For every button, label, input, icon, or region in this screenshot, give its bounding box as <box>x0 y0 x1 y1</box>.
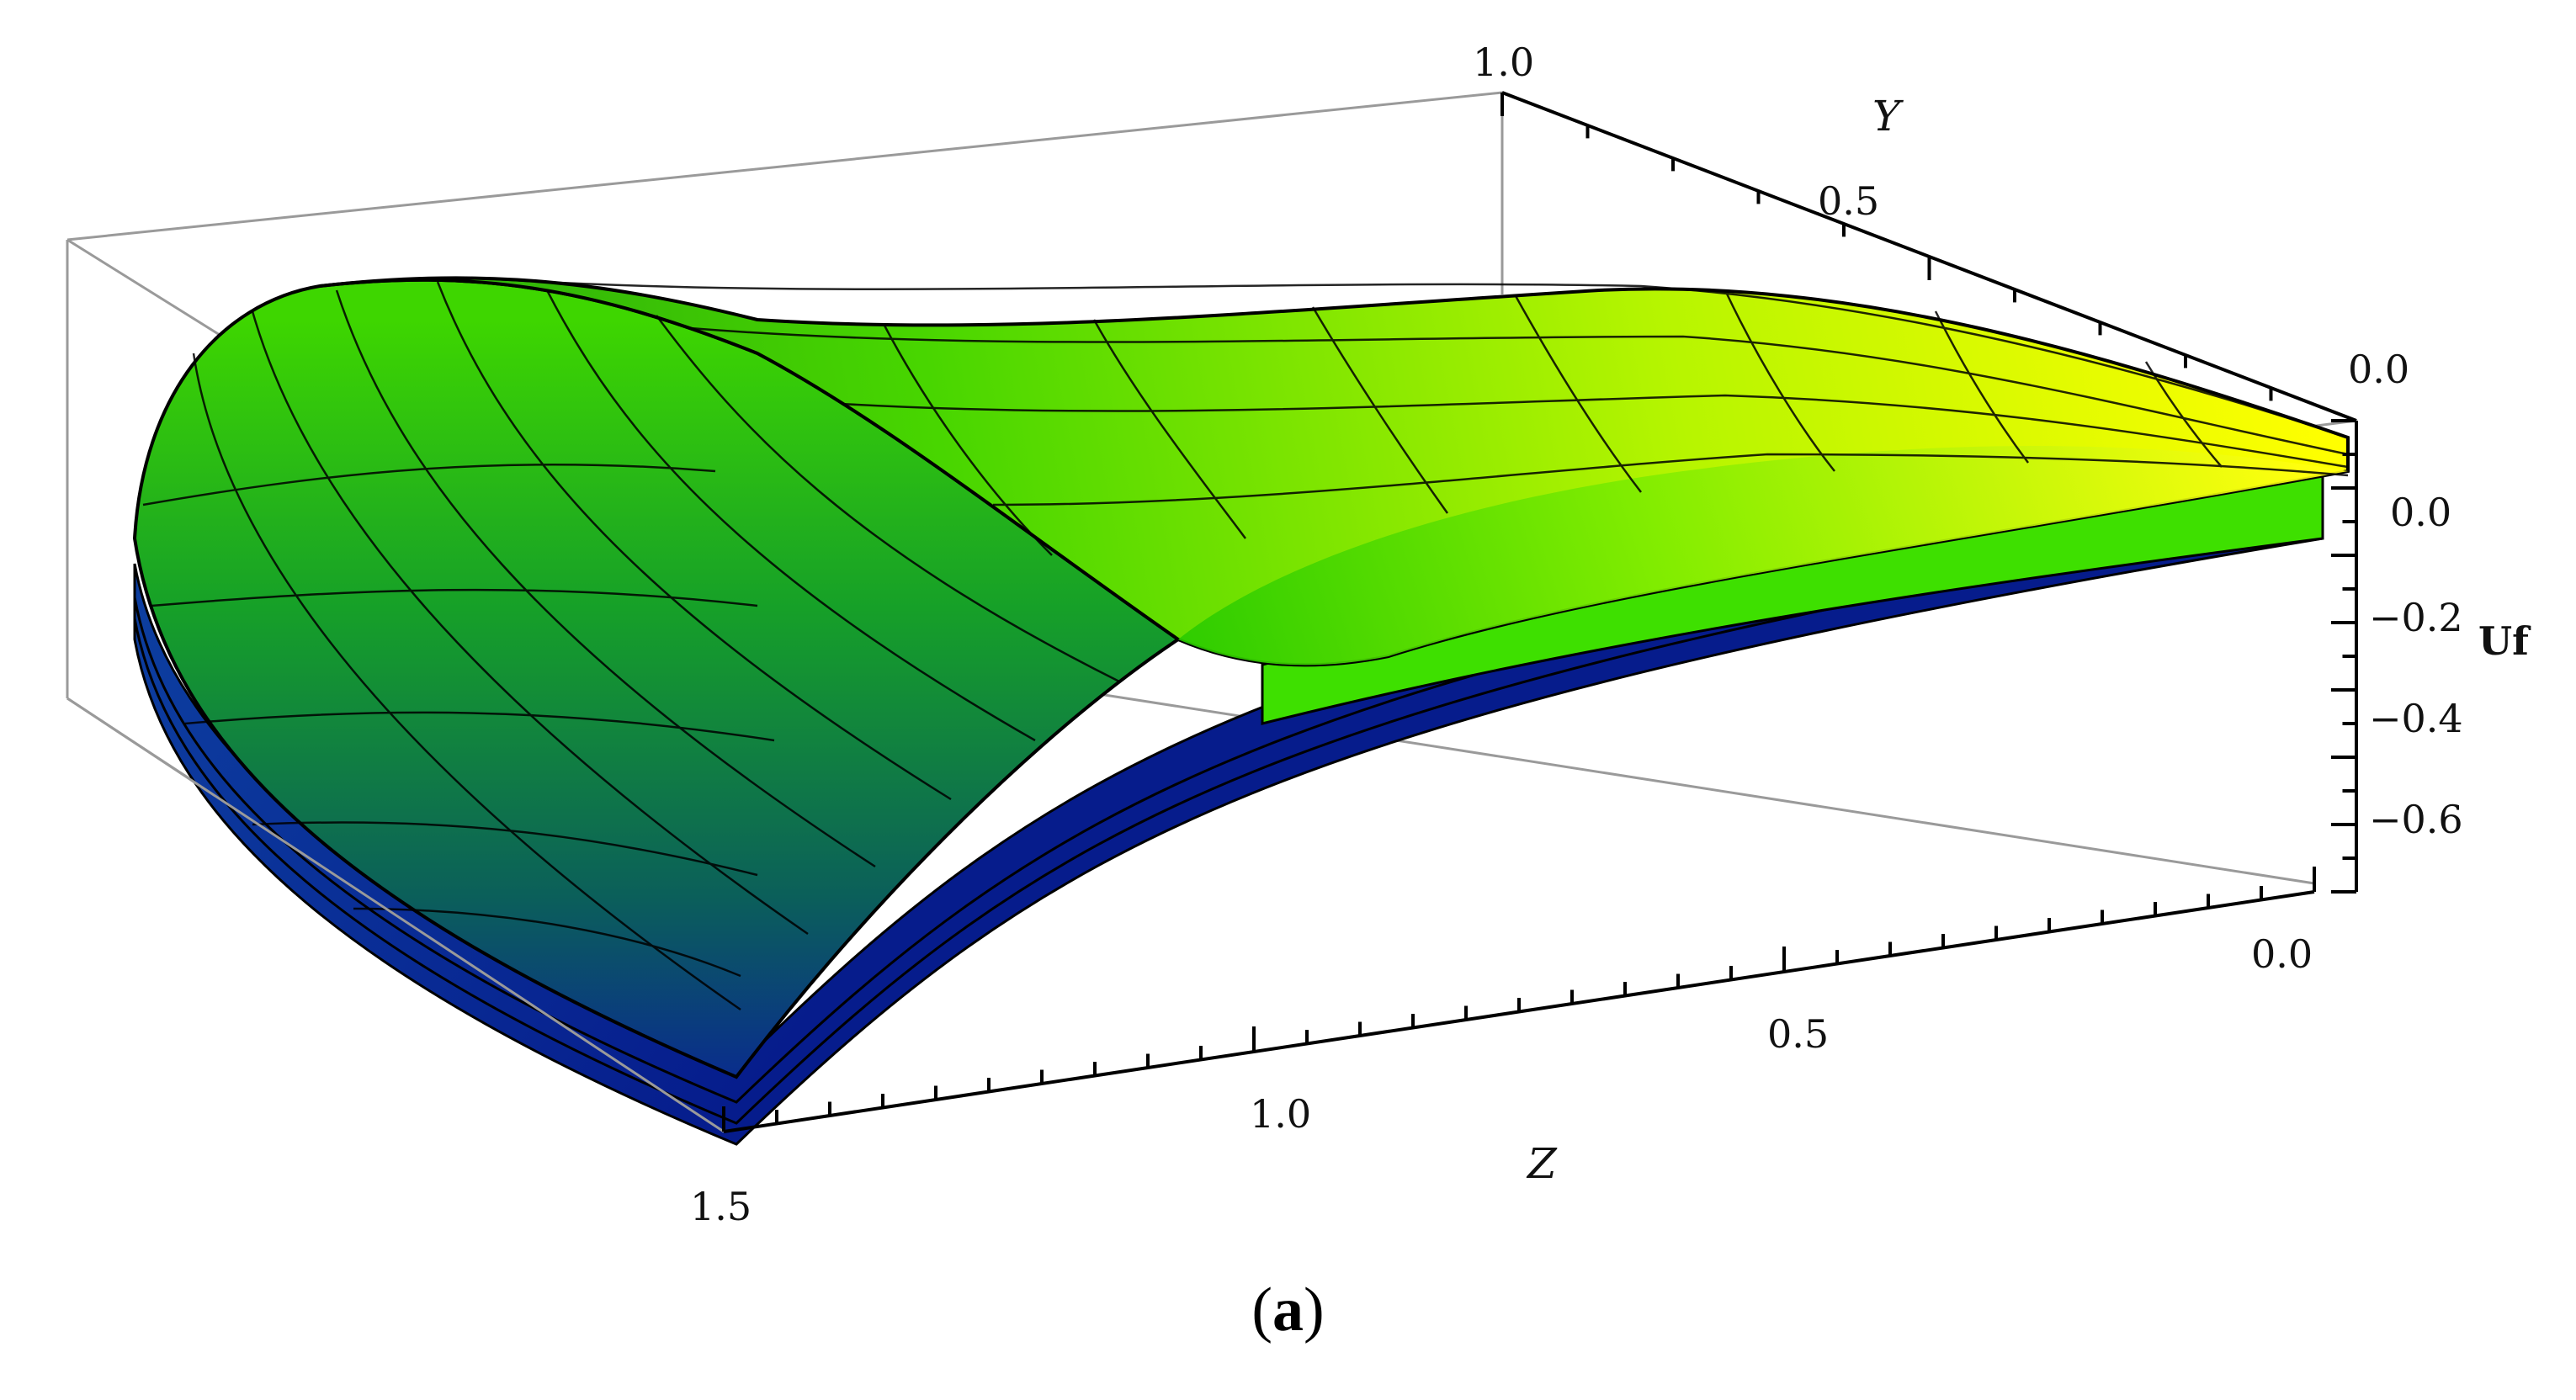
y-tick-label: 1.0 <box>1473 40 1534 85</box>
z-axis-title: Z <box>1526 1139 1558 1188</box>
uf-tick-label: 0.0 <box>2390 490 2451 535</box>
y-tick-labels: 1.0 0.5 0.0 <box>1473 40 2409 392</box>
caption-letter: a <box>1272 1275 1304 1344</box>
axis-ticks <box>722 93 2358 1132</box>
surface-plot: 1.0 0.5 0.0 Y 0.0 −0.2 −0.4 −0.6 Uf 1.5 … <box>66 40 2531 1229</box>
uf-tick-label: −0.6 <box>2369 797 2463 842</box>
z-tick-label: 0.5 <box>1767 1011 1829 1057</box>
uf-tick-label: −0.4 <box>2369 696 2463 741</box>
surface-mesh <box>142 276 2349 1011</box>
y-tick-label: 0.5 <box>1818 178 1879 224</box>
surface-top-face <box>319 276 2350 667</box>
caption-close: ) <box>1304 1275 1325 1344</box>
caption-open: ( <box>1251 1275 1272 1344</box>
surface-saddle <box>1178 446 2348 666</box>
uf-tick-labels: 0.0 −0.2 −0.4 −0.6 <box>2369 490 2463 842</box>
uf-axis-title: Uf <box>2478 618 2531 664</box>
y-axis-title: Y <box>1872 92 1904 141</box>
z-tick-label: 1.0 <box>1250 1091 1311 1137</box>
y-tick-label: 0.0 <box>2348 347 2409 392</box>
uf-tick-label: −0.2 <box>2369 595 2463 640</box>
z-tick-label: 1.5 <box>690 1184 752 1229</box>
z-tick-label: 0.0 <box>2251 931 2313 977</box>
z-tick-labels: 1.5 1.0 0.5 0.0 <box>690 931 2313 1229</box>
figure-caption: (a) <box>0 1275 2576 1346</box>
